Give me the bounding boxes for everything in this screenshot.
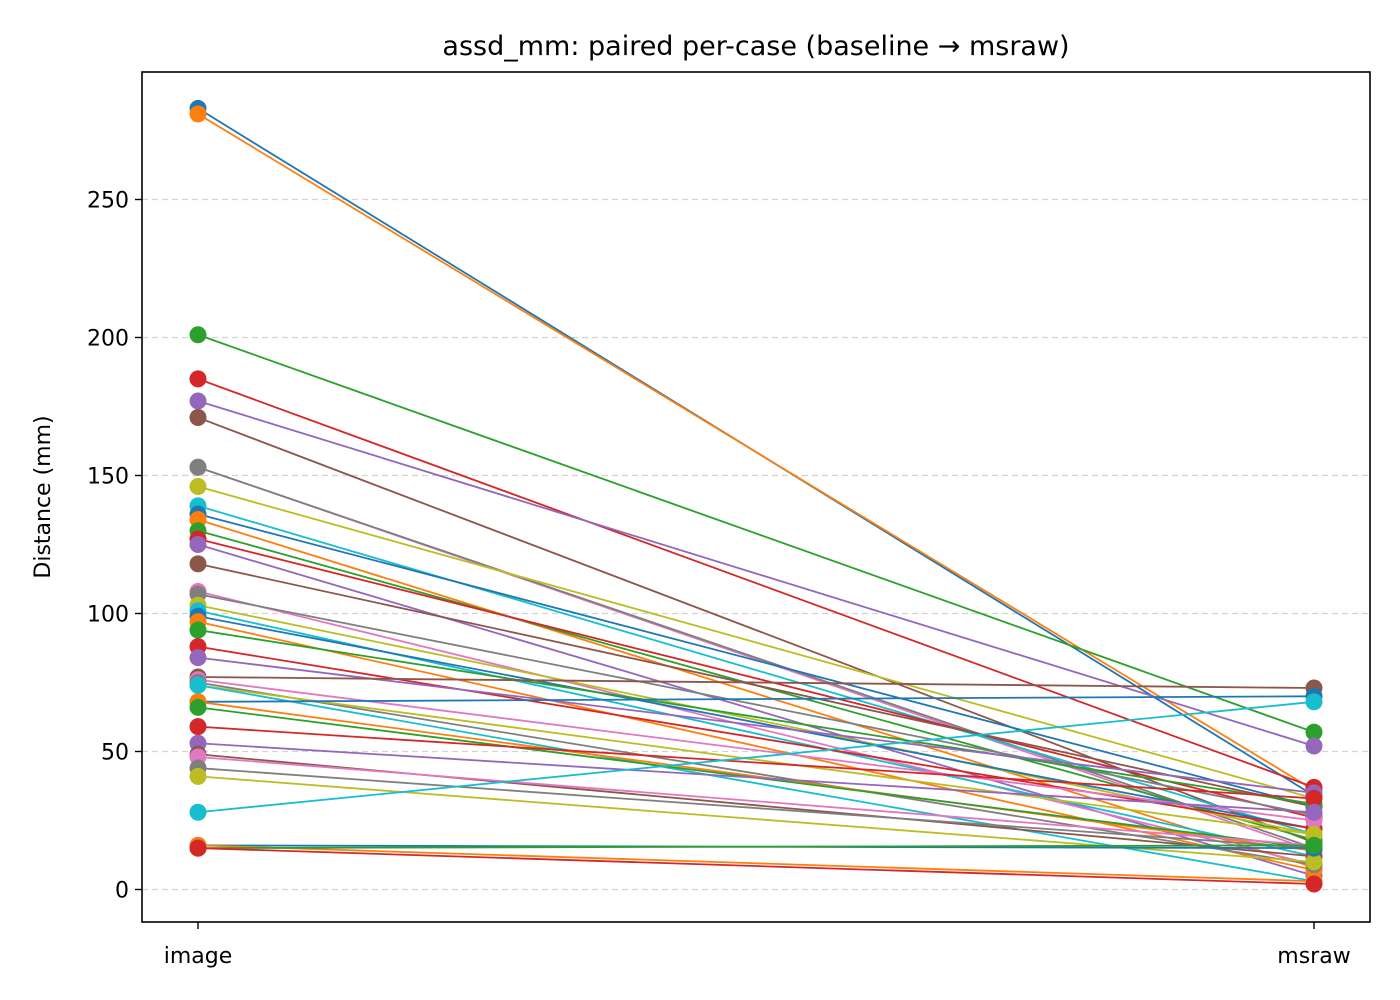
case-line-14: [197, 538, 1315, 819]
plot-frame: [141, 71, 1371, 923]
case-point-image-3: [189, 326, 207, 344]
y-axis: 0 50 100 150 200 250: [87, 189, 142, 904]
case-point-msraw-44: [1305, 875, 1323, 893]
case-point-image-44: [189, 839, 207, 857]
case-point-msraw-43: [1305, 836, 1323, 854]
x-tick-label-msraw: msraw: [1277, 944, 1350, 969]
case-point-image-4: [189, 370, 207, 388]
case-line-26: [197, 676, 1315, 689]
case-line-24: [197, 645, 1315, 830]
case-point-image-16: [189, 555, 207, 573]
y-tick-label-250: 250: [87, 189, 129, 214]
y-tick-label-100: 100: [87, 603, 129, 628]
case-point-image-39: [189, 767, 207, 785]
case-point-image-15: [189, 536, 207, 553]
case-point-image-6: [189, 409, 207, 427]
y-axis-label: Distance (mm): [31, 415, 56, 578]
case-line-44: [197, 847, 1315, 885]
case-point-image-25: [189, 649, 207, 667]
case-line-6: [197, 416, 1315, 844]
y-tick-label-0: 0: [115, 879, 129, 904]
case-line-31: [197, 695, 1315, 703]
case-point-msraw-39: [1305, 853, 1323, 871]
case-line-2: [197, 113, 1315, 791]
series-lines: [197, 107, 1315, 885]
case-line-25: [197, 656, 1315, 794]
case-point-image-23: [189, 621, 207, 639]
case-line-9: [197, 485, 1315, 800]
case-point-msraw-5: [1305, 737, 1323, 755]
case-line-4: [197, 378, 1315, 789]
case-point-msraw-34: [1305, 789, 1323, 807]
case-point-image-34: [189, 718, 207, 736]
case-line-37: [197, 756, 1315, 847]
case-line-21: [197, 615, 1315, 830]
x-tick-label-image: image: [164, 944, 233, 969]
case-line-10: [197, 504, 1315, 836]
case-line-43: [197, 844, 1315, 849]
case-point-image-9: [189, 478, 207, 496]
series-points: [189, 99, 1323, 893]
case-line-15: [197, 543, 1315, 877]
case-point-image-30: [189, 676, 207, 694]
case-point-image-8: [189, 458, 207, 476]
case-point-msraw-40: [1305, 693, 1323, 711]
case-line-17: [197, 590, 1315, 866]
case-point-image-5: [189, 392, 207, 410]
case-point-msraw-35: [1305, 803, 1323, 821]
case-point-msraw-3: [1305, 723, 1323, 741]
case-line-23: [197, 629, 1315, 805]
case-line-29: [197, 684, 1315, 836]
case-line-22: [197, 620, 1315, 872]
case-line-8: [197, 466, 1315, 849]
chart-title: assd_mm: paired per-case (baseline → msr…: [442, 31, 1069, 62]
case-line-11: [197, 513, 1315, 808]
x-axis: image msraw: [164, 922, 1351, 969]
case-line-38: [197, 767, 1315, 849]
case-line-34: [197, 725, 1315, 800]
y-tick-label-50: 50: [101, 741, 129, 766]
case-line-3: [197, 333, 1315, 734]
case-line-18: [197, 593, 1315, 816]
case-line-32: [197, 700, 1315, 852]
case-line-42: [197, 844, 1315, 883]
case-point-image-40: [189, 803, 207, 821]
case-point-image-2: [189, 105, 207, 123]
case-line-35: [197, 742, 1315, 814]
y-tick-label-150: 150: [87, 465, 129, 490]
case-line-16: [197, 562, 1315, 808]
case-point-image-33: [189, 698, 207, 716]
case-line-40: [197, 700, 1315, 814]
y-tick-label-200: 200: [87, 327, 129, 352]
case-line-19: [197, 604, 1315, 836]
case-line-5: [197, 400, 1315, 747]
case-line-30: [197, 684, 1315, 883]
case-line-27: [197, 678, 1315, 822]
